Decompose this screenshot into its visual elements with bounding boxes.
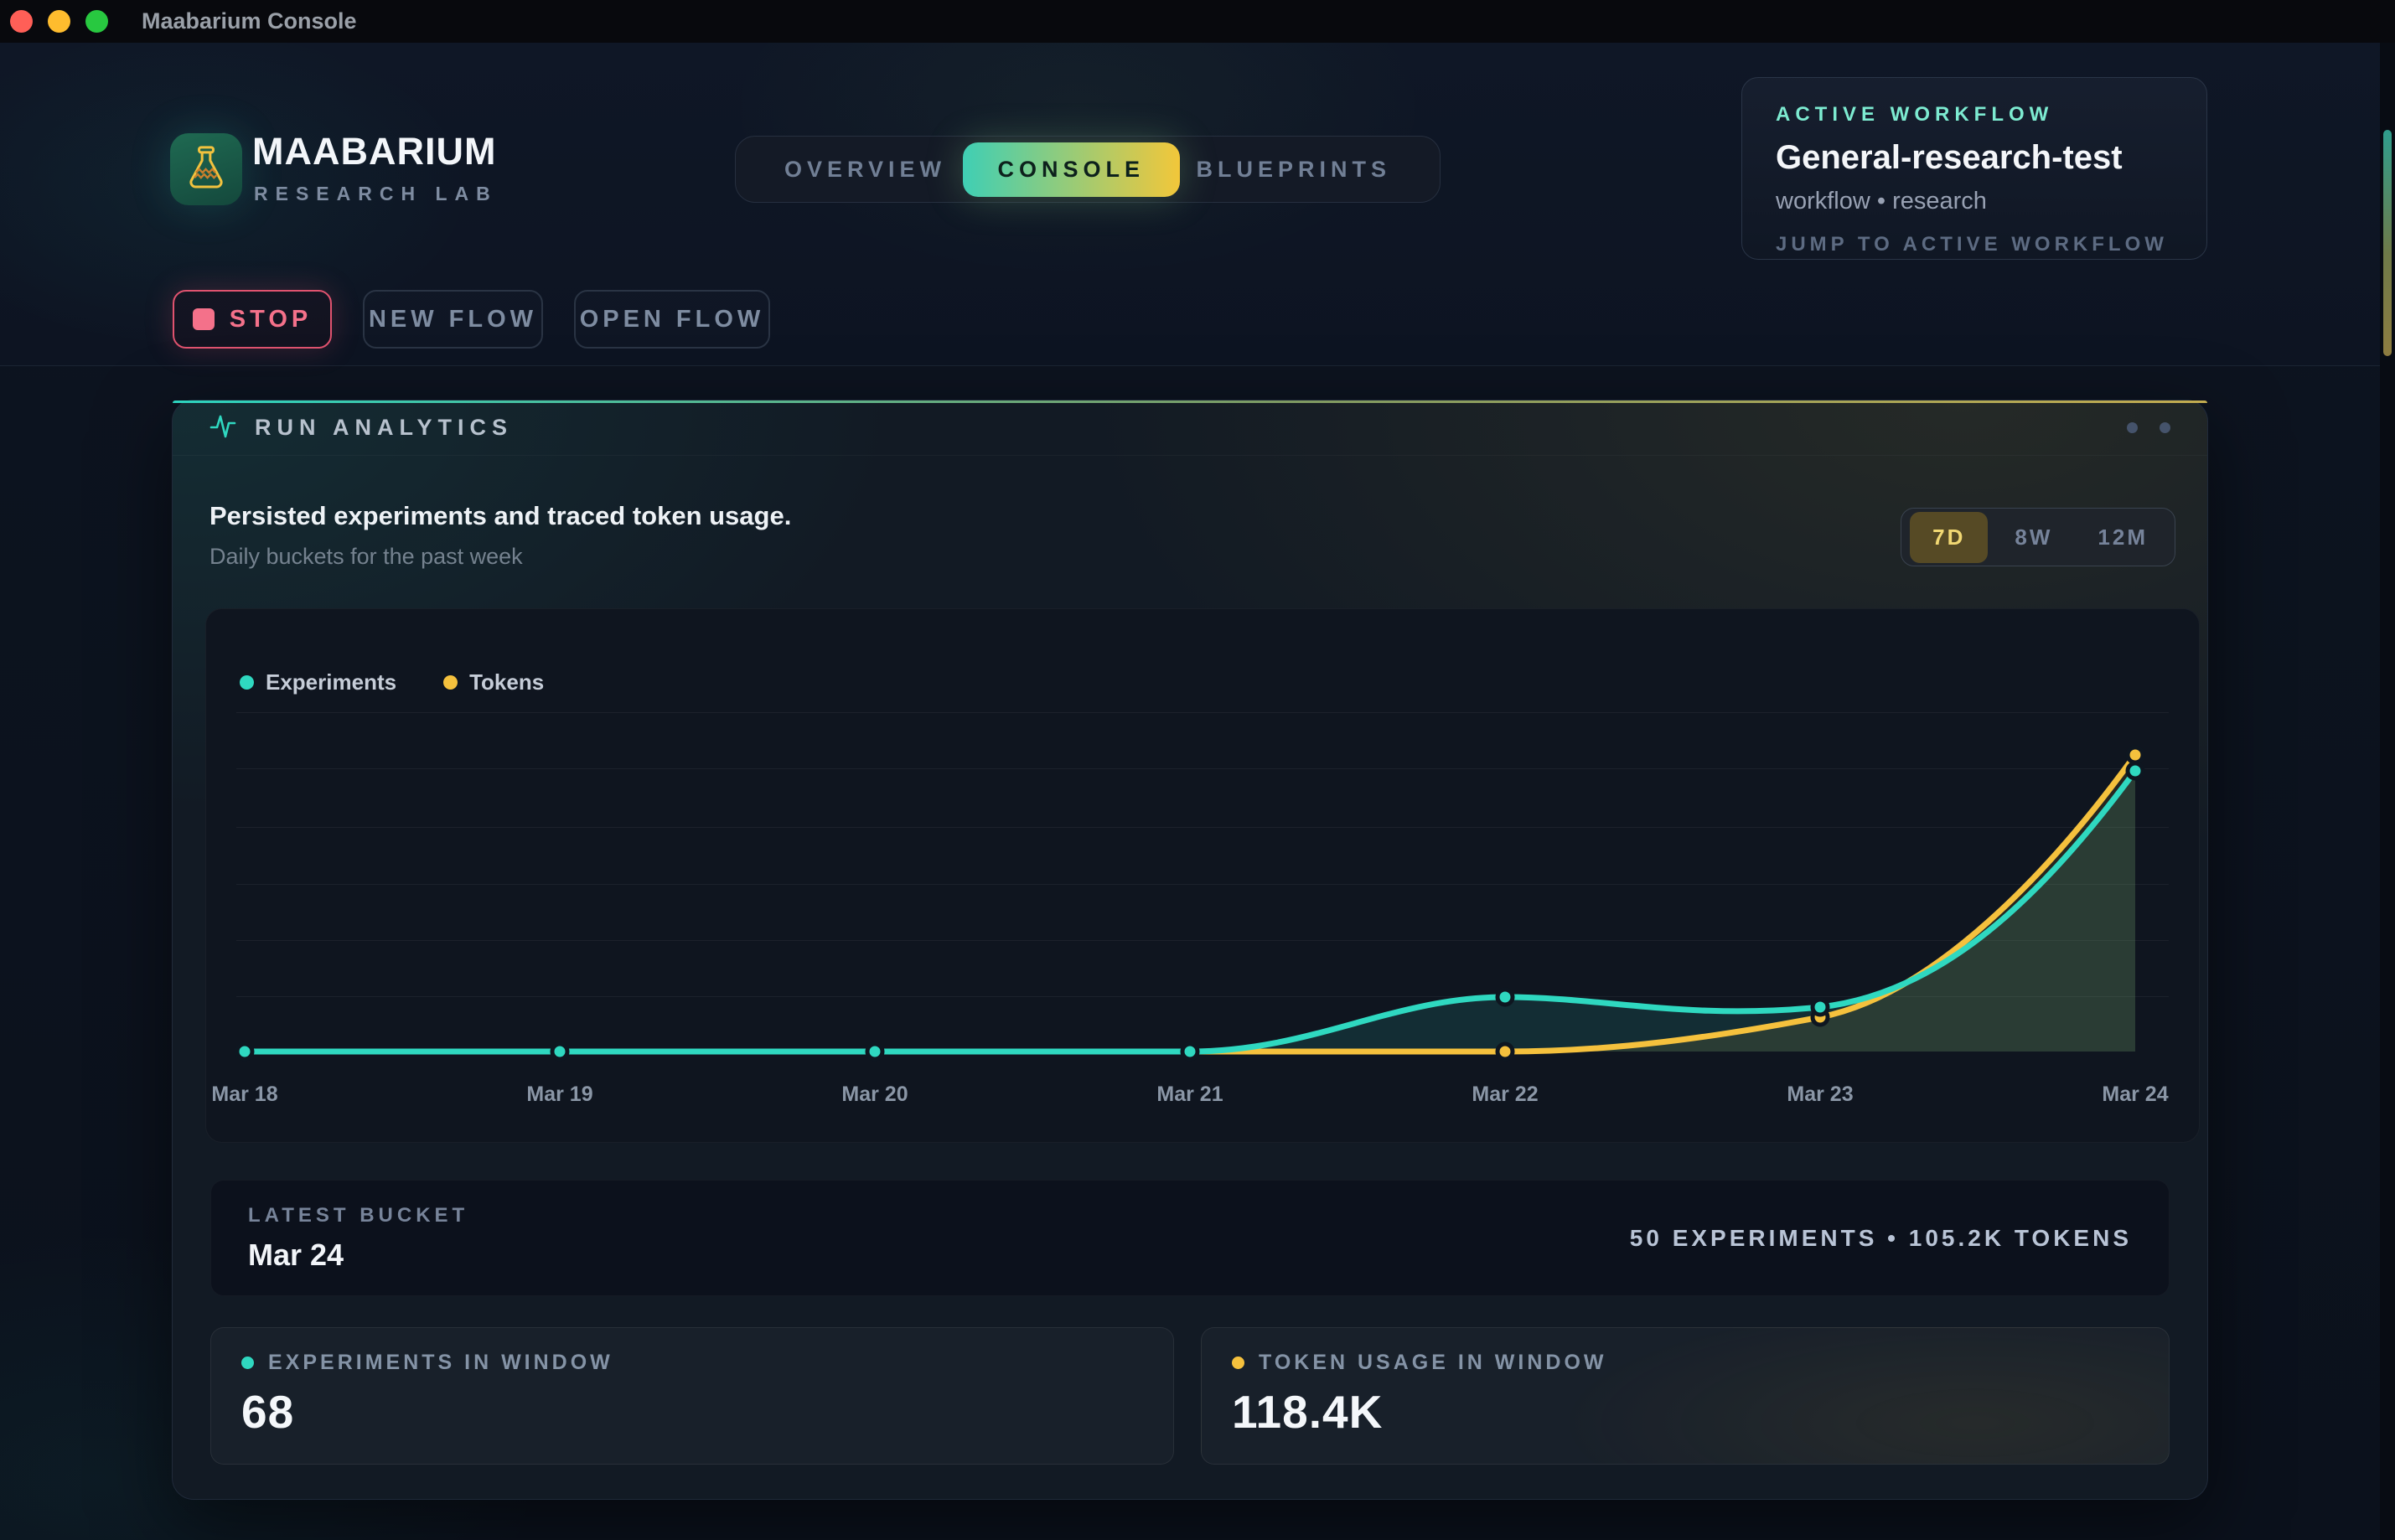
brand-tagline: RESEARCH LAB <box>254 183 498 204</box>
panel-header-dots <box>2127 422 2170 433</box>
latest-bucket-summary: 50 EXPERIMENTS • 105.2K TOKENS <box>1629 1224 2132 1251</box>
gridline <box>236 940 2169 941</box>
zoom-window-button[interactable] <box>85 10 108 33</box>
experiments-dot-icon <box>240 675 254 690</box>
x-axis-label: Mar 23 <box>1787 1083 1854 1106</box>
tokens-dot-icon <box>443 675 458 690</box>
panel-dot-icon[interactable] <box>2160 422 2170 433</box>
experiments-stat-label: EXPERIMENTS IN WINDOW <box>268 1351 613 1374</box>
legend-item-tokens: Tokens <box>443 669 544 695</box>
scrollbar-thumb[interactable] <box>2383 130 2392 356</box>
new-flow-button[interactable]: NEW FLOW <box>363 290 543 349</box>
panel-dot-icon[interactable] <box>2127 422 2138 433</box>
tab-console[interactable]: CONSOLE <box>962 142 1181 197</box>
experiments-stat-value: 68 <box>241 1386 295 1438</box>
x-axis-label: Mar 24 <box>2102 1083 2169 1106</box>
window-stats-row: EXPERIMENTS IN WINDOW 68 TOKEN USAGE IN … <box>210 1327 2170 1465</box>
gridline <box>236 884 2169 885</box>
analytics-chart: Experiments Tokens <box>205 608 2200 1143</box>
main-nav: OVERVIEW CONSOLE BLUEPRINTS <box>735 136 1441 203</box>
range-option-7d[interactable]: 7D <box>1910 511 1989 563</box>
x-axis-label: Mar 19 <box>526 1083 593 1106</box>
legend-label-experiments: Experiments <box>266 669 397 695</box>
tokens-stat-value: 118.4K <box>1232 1386 1384 1438</box>
new-flow-label: NEW FLOW <box>368 305 538 333</box>
run-analytics-header: RUN ANALYTICS <box>173 401 2207 456</box>
flask-icon <box>182 143 230 196</box>
window-titlebar: Maabarium Console <box>0 0 2395 43</box>
tokens-stat-dot-icon <box>1232 1357 1244 1369</box>
chart-series-svg <box>235 745 2145 1062</box>
jump-to-active-workflow-link[interactable]: JUMP TO ACTIVE WORKFLOW <box>1776 233 2168 256</box>
app-logo <box>170 133 242 205</box>
minimize-window-button[interactable] <box>48 10 70 33</box>
latest-bucket-card: LATEST BUCKET Mar 24 50 EXPERIMENTS • 10… <box>210 1180 2170 1296</box>
gridline <box>236 768 2169 769</box>
flow-actions: STOP NEW FLOW OPEN FLOW <box>173 290 770 349</box>
analytics-subtitle: Daily buckets for the past week <box>209 544 523 569</box>
gridline <box>236 827 2169 828</box>
x-axis-label: Mar 20 <box>841 1083 908 1106</box>
active-workflow-card: ACTIVE WORKFLOW General-research-test wo… <box>1741 77 2207 260</box>
range-option-8w[interactable]: 8W <box>2015 524 2053 550</box>
chart-legend: Experiments Tokens <box>240 669 544 695</box>
active-workflow-name: General-research-test <box>1776 139 2123 176</box>
gridline <box>236 996 2169 997</box>
latest-bucket-label: LATEST BUCKET <box>248 1203 469 1227</box>
open-flow-label: OPEN FLOW <box>579 305 765 333</box>
pulse-icon <box>209 411 236 445</box>
analytics-subheader: Persisted experiments and traced token u… <box>209 501 791 570</box>
x-axis-label: Mar 22 <box>1472 1083 1539 1106</box>
active-workflow-meta: workflow • research <box>1776 188 1987 214</box>
traffic-lights <box>10 10 108 33</box>
legend-item-experiments: Experiments <box>240 669 396 695</box>
tab-blueprints[interactable]: BLUEPRINTS <box>1196 156 1391 182</box>
close-window-button[interactable] <box>10 10 33 33</box>
range-option-12m[interactable]: 12M <box>2098 524 2148 550</box>
stop-button[interactable]: STOP <box>173 290 332 349</box>
open-flow-button[interactable]: OPEN FLOW <box>574 290 770 349</box>
stop-square-icon <box>192 308 215 330</box>
latest-bucket-date: Mar 24 <box>248 1237 344 1272</box>
gridline <box>236 712 2169 713</box>
tokens-stat-label: TOKEN USAGE IN WINDOW <box>1259 1351 1607 1374</box>
x-axis-label: Mar 18 <box>211 1083 278 1106</box>
stop-button-label: STOP <box>229 305 313 333</box>
x-axis-label: Mar 21 <box>1156 1083 1223 1106</box>
analytics-headline: Persisted experiments and traced token u… <box>209 501 792 530</box>
range-selector: 7D 8W 12M <box>1901 508 2175 566</box>
scrollbar-track[interactable] <box>2380 43 2395 1540</box>
experiments-in-window-card: EXPERIMENTS IN WINDOW 68 <box>210 1327 1174 1465</box>
run-analytics-title: RUN ANALYTICS <box>255 415 514 440</box>
legend-label-tokens: Tokens <box>469 669 545 695</box>
brand-name: MAABARIUM <box>252 130 497 173</box>
app-header: MAABARIUM RESEARCH LAB OVERVIEW CONSOLE … <box>0 43 2395 366</box>
token-usage-in-window-card: TOKEN USAGE IN WINDOW 118.4K <box>1201 1327 2170 1465</box>
active-workflow-eyebrow: ACTIVE WORKFLOW <box>1776 103 2054 126</box>
experiments-stat-dot-icon <box>241 1357 254 1369</box>
window-title: Maabarium Console <box>142 8 357 34</box>
tab-overview[interactable]: OVERVIEW <box>784 156 947 182</box>
run-analytics-panel: RUN ANALYTICS Persisted experiments and … <box>172 400 2208 1500</box>
